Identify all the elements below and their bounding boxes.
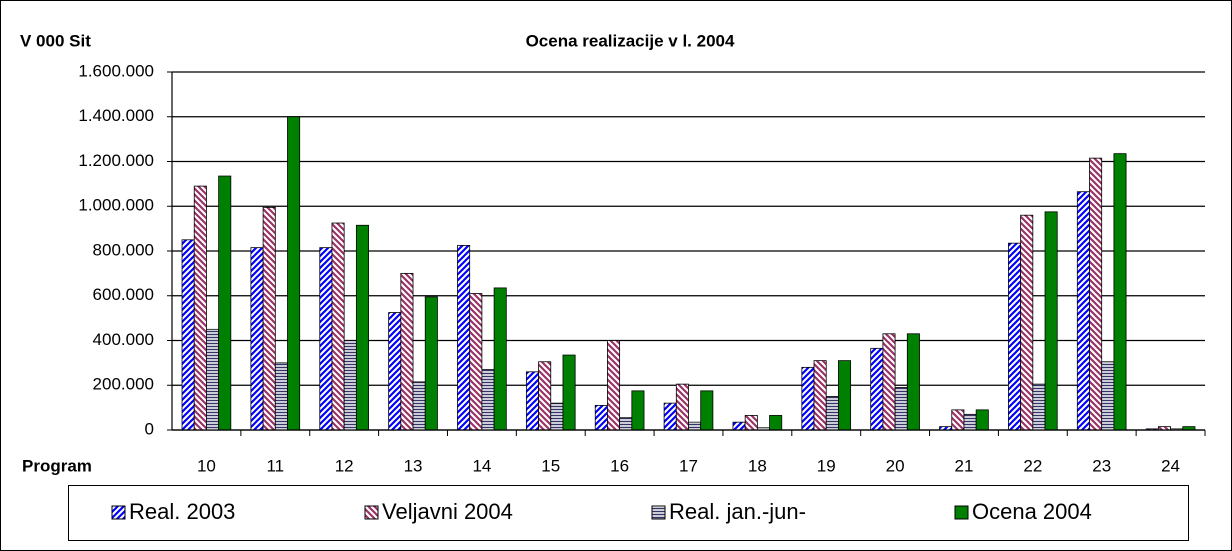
bar [813,360,827,431]
x-tick-label: 22 [1023,456,1042,475]
y-tick-label: 800.000 [93,240,154,259]
bar [1020,214,1034,431]
bar [619,417,633,431]
bar [287,116,301,431]
bar [538,361,552,431]
bar [594,404,608,431]
y-tick-label: 200.000 [93,375,154,394]
x-tick-label: 19 [817,456,836,475]
bar [894,387,908,431]
bar [607,340,621,431]
bar [1032,383,1046,431]
legend-label: Real. jan.-jun- [669,499,806,524]
bar [1101,361,1115,431]
bar [319,247,333,431]
bar [481,369,495,431]
bar [274,362,288,431]
legend-swatch [651,505,666,520]
bar [493,287,507,431]
bar [562,354,576,431]
bar [250,247,264,431]
y-tick-label: 1.600.000 [78,61,154,80]
bar [1044,211,1058,431]
bar [631,390,645,431]
bar [457,245,471,431]
bar [744,415,758,431]
y-tick-label: 1.200.000 [78,151,154,170]
bar [469,293,483,431]
bar [963,413,977,431]
bar [700,390,714,431]
chart-title: Ocena realizacije v l. 2004 [526,31,735,50]
bar [206,328,220,431]
x-tick-label: 16 [610,456,629,475]
bar [424,296,438,431]
bar [550,402,564,431]
bar [412,381,426,431]
x-tick-label: 18 [748,456,767,475]
x-tick-label: 14 [472,456,491,475]
legend-label: Real. 2003 [129,499,235,524]
bar [675,383,689,431]
bar [1089,157,1103,431]
bar [769,415,783,431]
bar [882,333,896,431]
x-tick-label: 17 [679,456,698,475]
bar [975,409,989,431]
x-axis-label: Program [22,456,92,475]
y-axis-label: V 000 Sit [20,31,91,50]
bar [688,421,702,431]
x-tick-label: 24 [1161,456,1180,475]
bar [870,347,884,431]
bar [218,175,232,431]
legend-swatch [364,505,379,520]
x-tick-label: 15 [541,456,560,475]
legend-swatch [111,505,126,520]
bar [951,409,965,431]
bar [262,206,276,431]
bar [1076,191,1090,431]
bar [663,402,677,431]
bar [525,371,539,431]
bar [1008,242,1022,431]
bar [732,421,746,431]
x-tick-label: 12 [335,456,354,475]
bar [181,239,195,431]
bar [193,185,207,431]
x-tick-label: 11 [266,456,284,475]
x-tick-label: 13 [404,456,423,475]
bar [331,222,345,431]
y-tick-label: 0 [145,419,154,438]
y-tick-label: 600.000 [93,285,154,304]
y-tick-label: 1.400.000 [78,106,154,125]
bar [906,333,920,431]
x-tick-label: 21 [955,456,974,475]
legend-label: Ocena 2004 [972,499,1092,524]
x-tick-label: 10 [197,456,216,475]
bar [355,224,369,431]
bar [400,272,414,431]
bar [343,340,357,431]
y-tick-label: 1.000.000 [78,196,154,215]
x-tick-label: 23 [1092,456,1111,475]
bar [388,312,402,431]
bar [838,360,852,431]
bar [801,366,815,431]
legend-label: Veljavni 2004 [382,499,513,524]
y-tick-label: 400.000 [93,330,154,349]
bar [1113,153,1127,431]
bar [825,396,839,431]
legend-swatch [954,505,969,520]
x-tick-label: 20 [886,456,905,475]
legend-box [68,485,1189,541]
